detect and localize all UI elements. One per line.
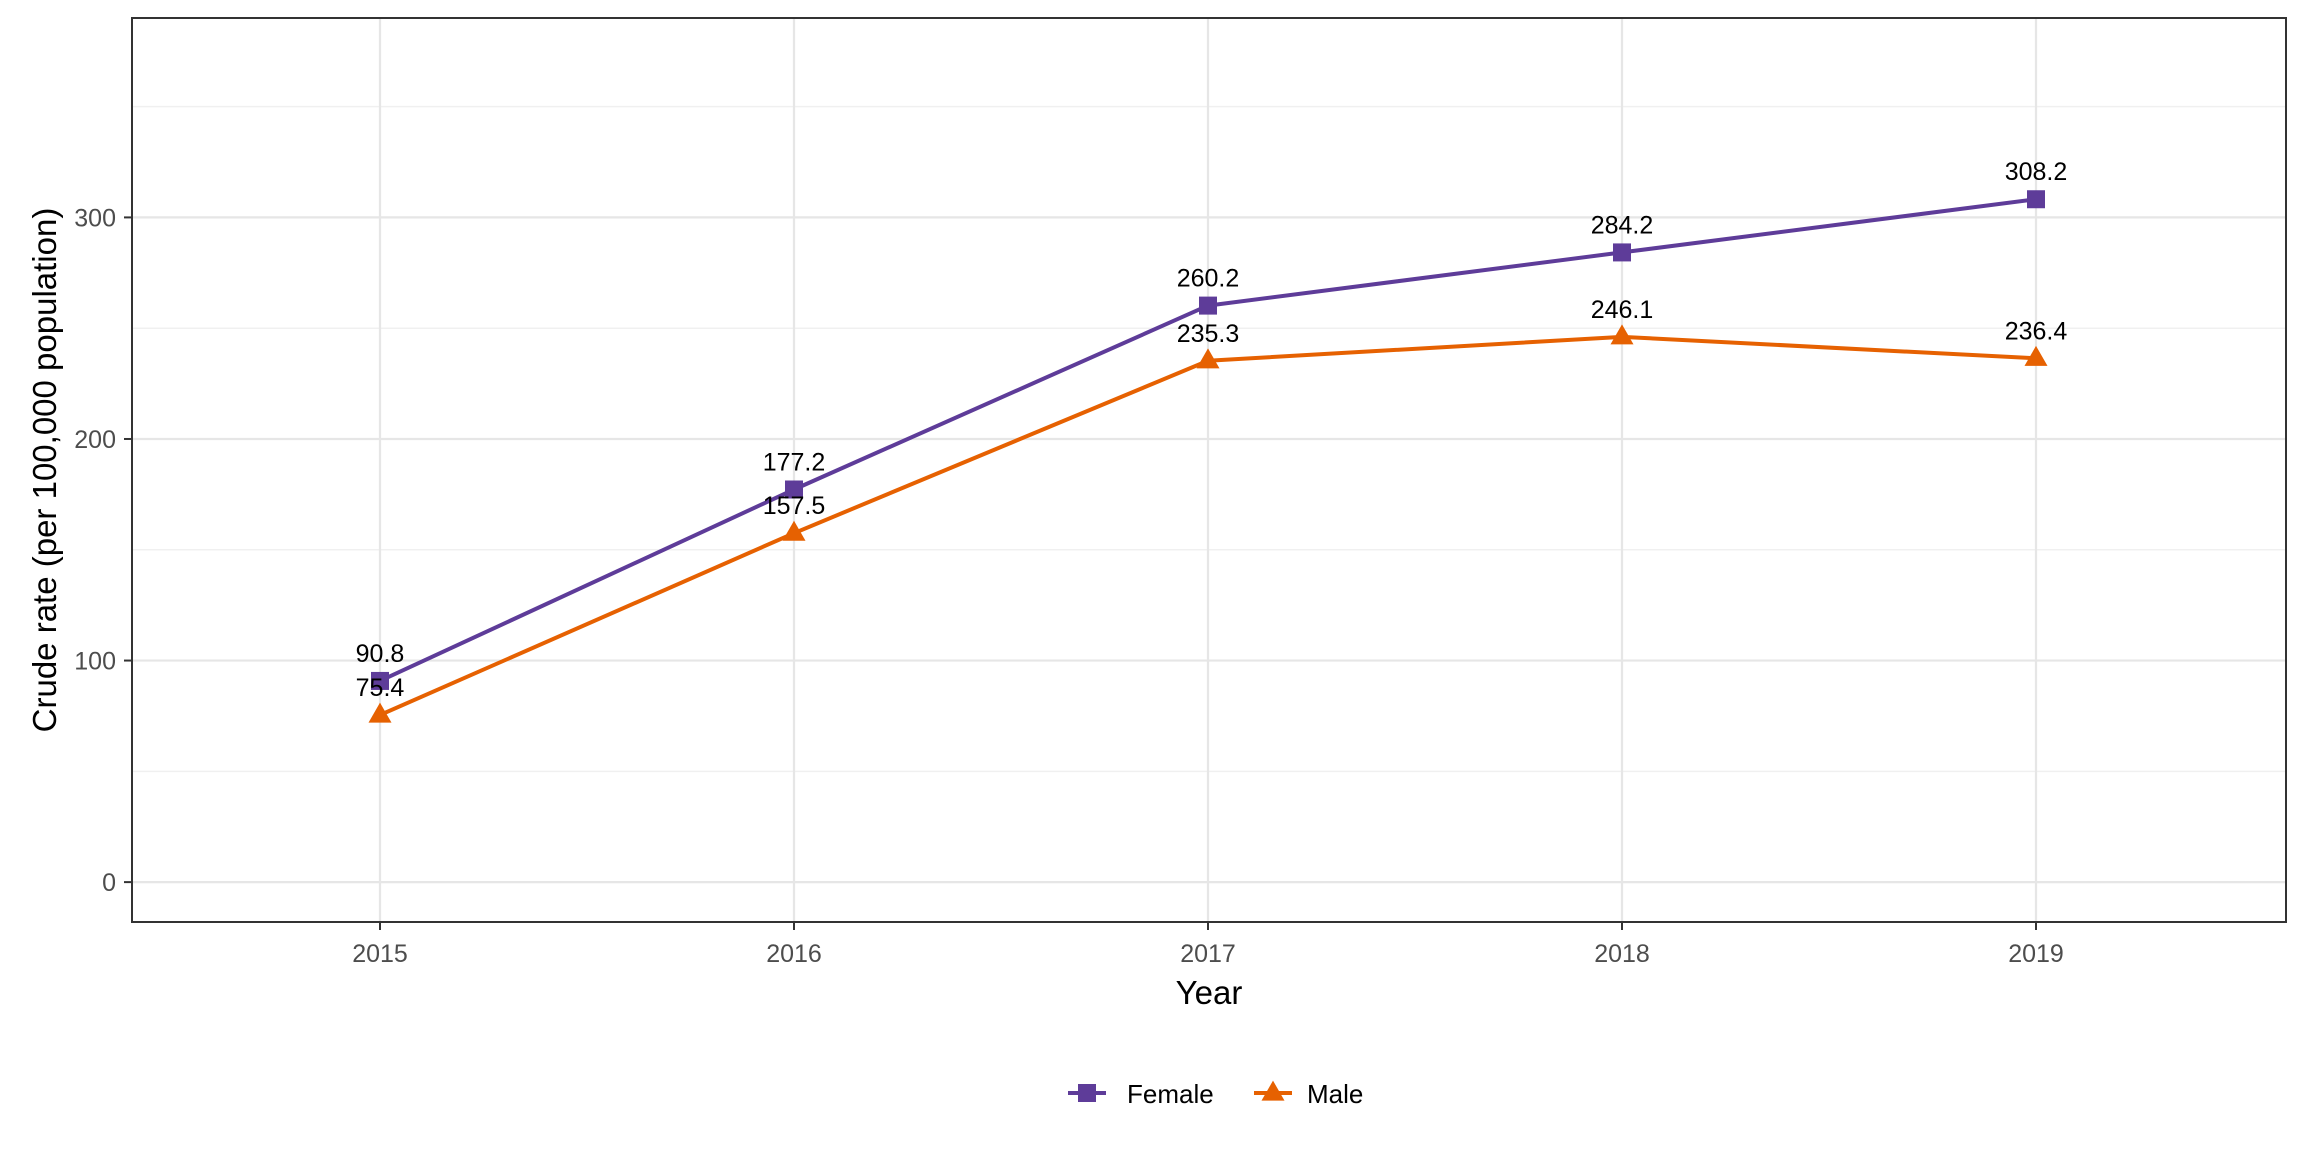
gridlines [132, 18, 2286, 922]
data-labels: 90.8 177.2 260.2 284.2 308.2 75.4 157.5 235.3 24… [356, 158, 2068, 702]
data-point-male [1196, 348, 1220, 369]
y-axis-title: Crude rate (per 100,000 population) [26, 208, 63, 733]
data-label-female: 90.8 [356, 640, 405, 668]
data-point-female [1613, 243, 1631, 262]
data-point-female [1199, 296, 1217, 315]
x-axis-title: Year [1176, 974, 1243, 1011]
data-point-male [2024, 345, 2048, 366]
y-tick-label: 300 [74, 204, 116, 232]
data-point-female [2027, 190, 2045, 209]
data-point-female [371, 671, 389, 690]
legend-item-female: Female [1068, 1079, 1214, 1109]
x-axis-ticks: 2015 2016 2017 2018 2019 [352, 922, 2064, 968]
x-tick-label: 2017 [1180, 940, 1236, 968]
data-label-female: 177.2 [763, 448, 826, 476]
legend: Female Male [1068, 1079, 1363, 1109]
x-tick-label: 2016 [766, 940, 822, 968]
y-tick-label: 200 [74, 426, 116, 454]
data-label-male: 235.3 [1177, 320, 1240, 348]
y-axis-ticks: 0 100 200 300 [74, 204, 132, 897]
legend-label-male: Male [1307, 1079, 1363, 1109]
data-point-female [785, 480, 803, 499]
data-label-female: 308.2 [2005, 158, 2068, 186]
data-label-male: 75.4 [356, 674, 405, 702]
y-tick-label: 0 [102, 869, 116, 897]
legend-item-male: Male [1254, 1079, 1363, 1109]
x-tick-label: 2015 [352, 940, 408, 968]
y-tick-label: 100 [74, 648, 116, 676]
legend-key-marker [1261, 1080, 1285, 1101]
data-point-male [1610, 324, 1634, 345]
data-label-male: 246.1 [1591, 296, 1654, 324]
series-lines [368, 190, 2048, 723]
data-label-female: 260.2 [1177, 265, 1240, 293]
data-point-male [782, 520, 806, 541]
data-label-male: 236.4 [2005, 317, 2068, 345]
legend-key-marker [1078, 1084, 1096, 1102]
data-label-male: 157.5 [763, 492, 826, 520]
x-tick-label: 2018 [1594, 940, 1650, 968]
x-tick-label: 2019 [2008, 940, 2064, 968]
data-point-male [368, 702, 392, 723]
legend-label-female: Female [1127, 1079, 1214, 1109]
data-label-female: 284.2 [1591, 211, 1654, 239]
